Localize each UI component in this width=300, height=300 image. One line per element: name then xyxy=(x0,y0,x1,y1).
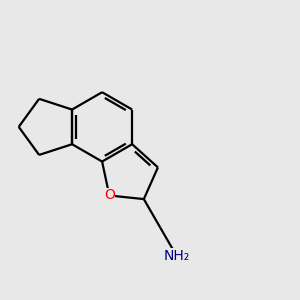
Text: O: O xyxy=(104,188,115,203)
Text: NH₂: NH₂ xyxy=(164,249,190,263)
